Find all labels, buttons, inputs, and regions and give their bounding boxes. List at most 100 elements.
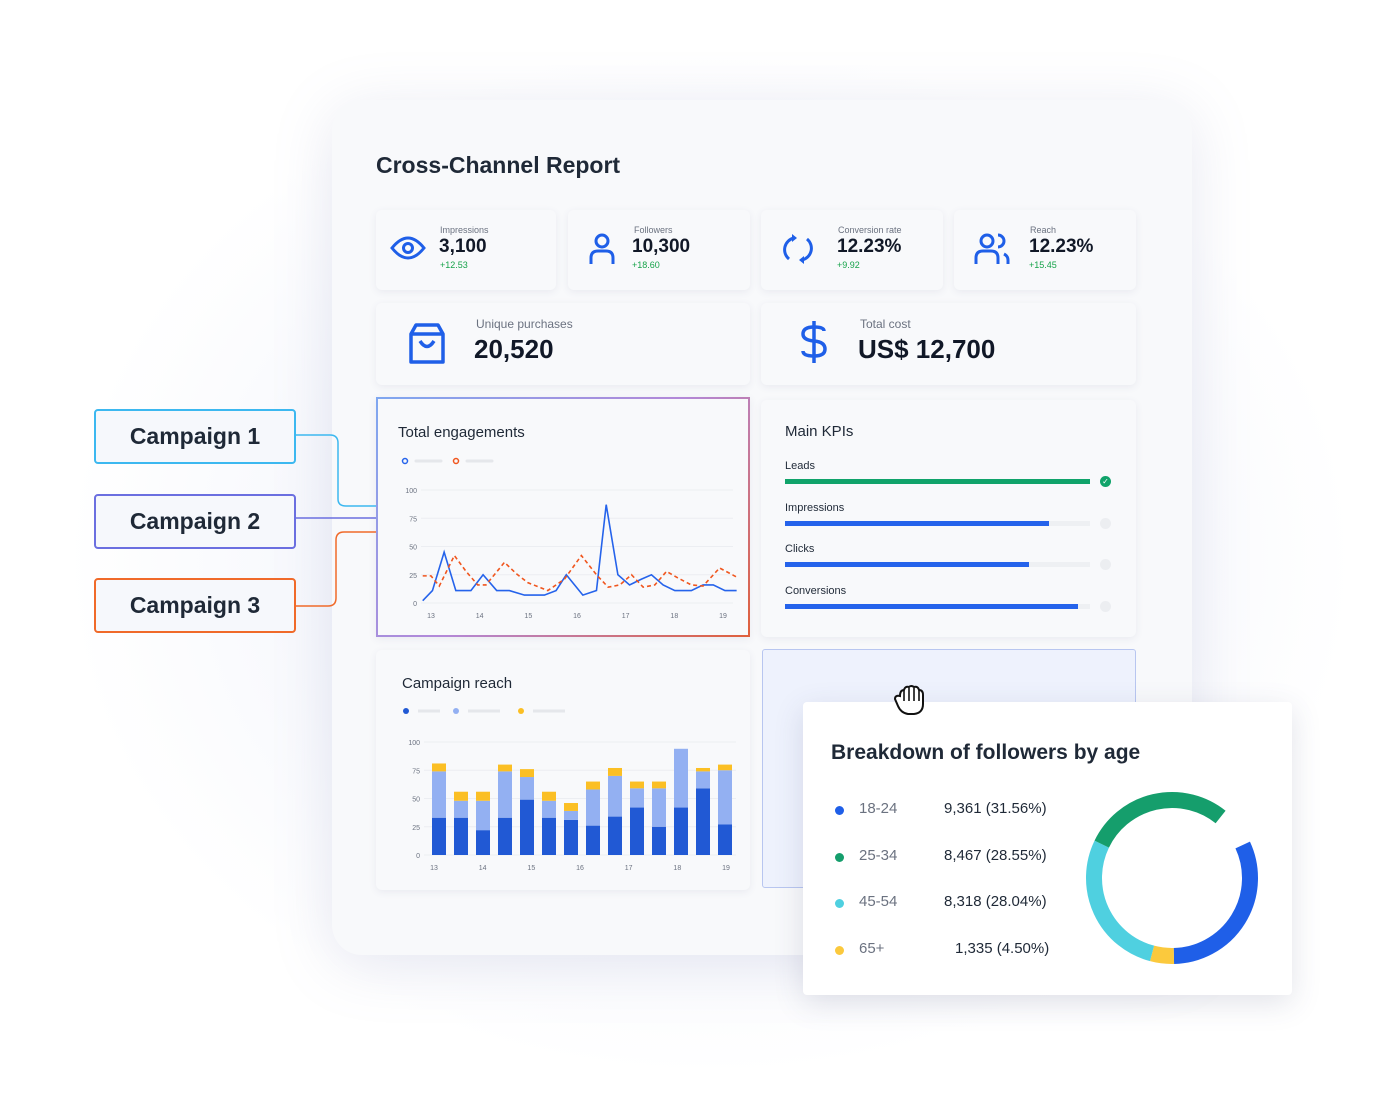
bar-segment — [520, 799, 534, 855]
total-engagements-chart: 0 25 50 75 100 13 14 15 16 17 18 19 — [401, 457, 738, 620]
bar-segment — [586, 781, 600, 790]
x-tick-label: 14 — [476, 613, 484, 620]
donut-slice-25-34 — [1094, 792, 1226, 848]
bar-segment — [608, 816, 622, 855]
metric-card-conversion-rate — [761, 210, 943, 290]
y-tick-label: 0 — [416, 853, 420, 860]
eye-icon — [390, 236, 426, 260]
bar-segment — [432, 817, 446, 855]
legend-label: 65+ — [859, 939, 885, 957]
bar-segment — [498, 764, 512, 772]
metric-label: Conversion rate — [838, 225, 902, 235]
bar-segment — [542, 817, 556, 855]
y-tick-label: 0 — [413, 601, 417, 608]
bar-segment — [718, 770, 732, 825]
metric-card-unique-purchases — [376, 303, 750, 385]
bar-segment — [696, 788, 710, 855]
metric-value: 12.23% — [837, 236, 902, 257]
bar-segment — [498, 771, 512, 818]
metric-delta: +18.60 — [632, 260, 660, 270]
refresh-icon — [783, 234, 813, 264]
x-tick-label: 18 — [670, 613, 678, 620]
legend-marker — [453, 708, 459, 714]
series-line-2 — [422, 554, 738, 592]
legend-marker — [452, 457, 460, 465]
metric-card-impressions — [376, 210, 556, 290]
legend-dot — [835, 852, 844, 862]
donut-slice-18-24 — [1173, 841, 1258, 964]
bar-segment — [432, 771, 446, 818]
metric-label: Reach — [1030, 225, 1057, 235]
donut-slice-65+ — [1150, 945, 1175, 964]
y-tick-label: 75 — [412, 768, 420, 775]
metric-label: Impressions — [440, 225, 489, 235]
legend-value: 8,467 (28.55%) — [944, 846, 1047, 864]
metric-value: 10,300 — [632, 236, 691, 257]
x-tick-label: 16 — [573, 613, 581, 620]
series-line-1 — [422, 504, 737, 602]
legend-marker — [403, 708, 409, 714]
kpi-progress-bar — [785, 479, 1090, 484]
y-tick-label: 75 — [409, 516, 417, 523]
bar-segment — [432, 763, 446, 772]
y-tick-label: 25 — [409, 573, 417, 580]
x-tick-label: 17 — [625, 865, 633, 872]
legend-label: 45-54 — [859, 893, 898, 910]
bar-segment — [630, 781, 644, 789]
legend-dot — [835, 806, 844, 815]
metric-label: Unique purchases — [476, 317, 573, 331]
metric-card-followers — [568, 210, 750, 290]
bar-segment — [718, 764, 732, 771]
legend-label: 18-24 — [859, 800, 898, 817]
chart-title: Campaign reach — [402, 675, 513, 692]
bar-segment — [608, 775, 622, 817]
legend-value: 1,335 (4.50%) — [955, 939, 1050, 957]
kpi-label: Leads — [785, 460, 815, 472]
x-tick-label: 13 — [430, 865, 438, 872]
campaign-2-label[interactable]: Campaign 2 — [94, 494, 296, 549]
bar-segment — [608, 767, 622, 776]
metric-label: Followers — [634, 225, 673, 235]
campaign-connectors — [296, 434, 376, 607]
kpi-label: Clicks — [785, 543, 815, 555]
bar-segment — [674, 807, 688, 855]
bar-segment — [674, 748, 688, 808]
kpi-label: Conversions — [785, 584, 847, 597]
bar-segment — [454, 800, 468, 818]
legend-dot — [835, 945, 844, 955]
donut-slice-45-54 — [1086, 840, 1155, 962]
y-tick-label: 25 — [412, 825, 420, 832]
bar-segment — [696, 771, 710, 789]
campaign-3-connector — [296, 531, 376, 607]
metric-value: 3,100 — [439, 236, 487, 257]
legend-value: 8,318 (28.04%) — [944, 893, 1047, 910]
metric-delta: +9.92 — [837, 260, 860, 270]
total-engagements-card — [376, 397, 750, 637]
bar-segment — [476, 830, 490, 855]
x-tick-label: 13 — [427, 613, 435, 620]
kpi-progress-bar — [785, 603, 1090, 609]
campaign-1-connector — [296, 434, 376, 507]
metric-delta: +15.45 — [1029, 260, 1057, 270]
x-tick-label: 19 — [719, 613, 727, 620]
bar-segment — [564, 819, 578, 855]
metric-card-reach — [954, 210, 1136, 290]
campaign-3-label[interactable]: Campaign 3 — [94, 578, 296, 633]
chart-title: Breakdown of followers by age — [831, 741, 1141, 764]
legend-label: 25-34 — [859, 846, 898, 864]
legend-marker — [401, 457, 409, 465]
user-icon — [589, 233, 615, 264]
y-tick-label: 50 — [412, 797, 420, 804]
shopping-bag-icon — [409, 323, 445, 364]
kpi-progress-bar — [785, 562, 1090, 567]
metric-delta: +12.53 — [440, 260, 468, 270]
x-tick-label: 17 — [622, 613, 630, 620]
pending-circle-icon — [1100, 517, 1111, 529]
x-tick-label: 14 — [479, 865, 487, 872]
legend-marker — [518, 708, 524, 714]
campaign-1-label[interactable]: Campaign 1 — [94, 409, 296, 464]
metric-card-total-cost — [761, 303, 1136, 385]
bar-segment — [520, 769, 534, 778]
y-tick-label: 100 — [408, 740, 420, 747]
main-kpis-title: Main KPIs — [785, 423, 854, 440]
